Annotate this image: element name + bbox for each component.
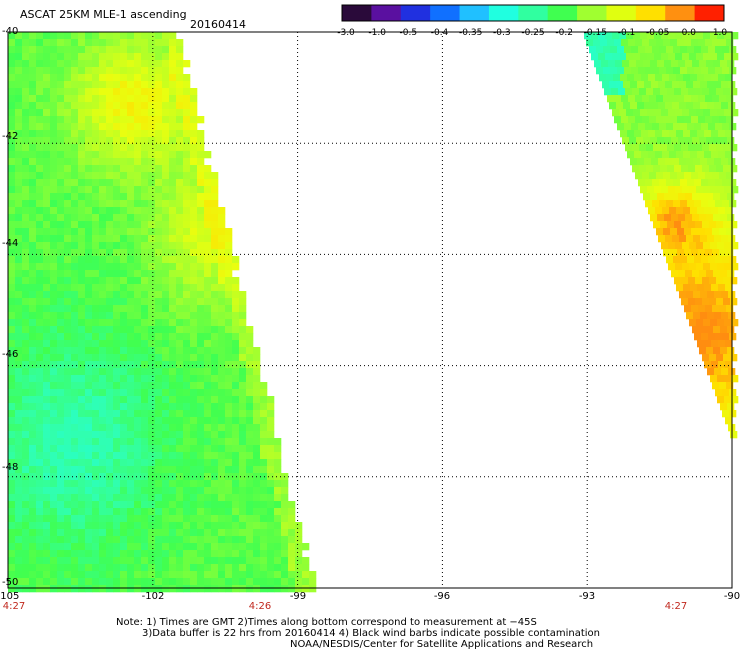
swath-right [584,32,739,439]
colorbar-label: -3.0 [337,28,355,38]
colorbar-label: -0.2 [555,28,573,38]
colorbar-frame [341,4,725,22]
colorbar-segment [518,5,549,21]
colorbar-label: -1.0 [368,28,386,38]
lon-label: -90 [723,591,740,602]
colorbar-label: -0.3 [493,28,511,38]
lat-label: -46 [2,349,19,360]
colorbar-label: 0.0 [681,28,696,38]
colorbar-segment [694,5,725,21]
note-line-1: Note: 1) Times are GMT 2)Times along bot… [116,617,537,628]
colorbar-label: -0.5 [399,28,418,38]
colorbar-label: -0.25 [521,28,545,38]
time-label: 4:27 [664,601,688,612]
lon-label: -93 [578,591,596,602]
note-line-3: NOAA/NESDIS/Center for Satellite Applica… [290,639,594,650]
lon-label: -99 [289,591,307,602]
colorbar-label: -0.4 [430,28,449,38]
map-date: 20160414 [190,18,246,31]
colorbar-segment [371,5,402,21]
lat-label: -42 [2,131,19,142]
colorbar-label: -0.35 [459,28,483,38]
swath-left [8,32,317,593]
map-frame [7,31,733,589]
colorbar-segment [342,5,372,21]
lat-label: -50 [2,577,19,588]
time-label: 4:27 [2,601,26,612]
colorbar-label: -0.05 [646,28,670,38]
colorbar-segment [488,5,519,21]
time-label: 4:26 [248,601,272,612]
colorbar [341,4,725,22]
note-line-2: 3)Data buffer is 22 hrs from 20160414 4)… [142,628,600,639]
colorbar-label: -0.15 [583,28,607,38]
colorbar-segment [547,5,578,21]
colorbar-segment [400,5,431,21]
colorbar-segment [665,5,696,21]
lat-label: -40 [2,26,19,37]
colorbar-segment [606,5,637,21]
lon-label: -102 [141,591,165,602]
colorbar-label: -0.1 [617,28,636,38]
colorbar-label: 1.0 [712,28,728,38]
colorbar-segment [577,5,607,21]
colorbar-segment [635,5,666,21]
lat-label: -44 [2,238,19,249]
lat-label: -48 [2,462,19,473]
lon-label: -105 [0,591,20,602]
colorbar-segment [430,5,461,21]
map-title: ASCAT 25KM MLE-1 ascending [20,8,187,21]
colorbar-segment [459,5,490,21]
lon-label: -96 [433,591,451,602]
